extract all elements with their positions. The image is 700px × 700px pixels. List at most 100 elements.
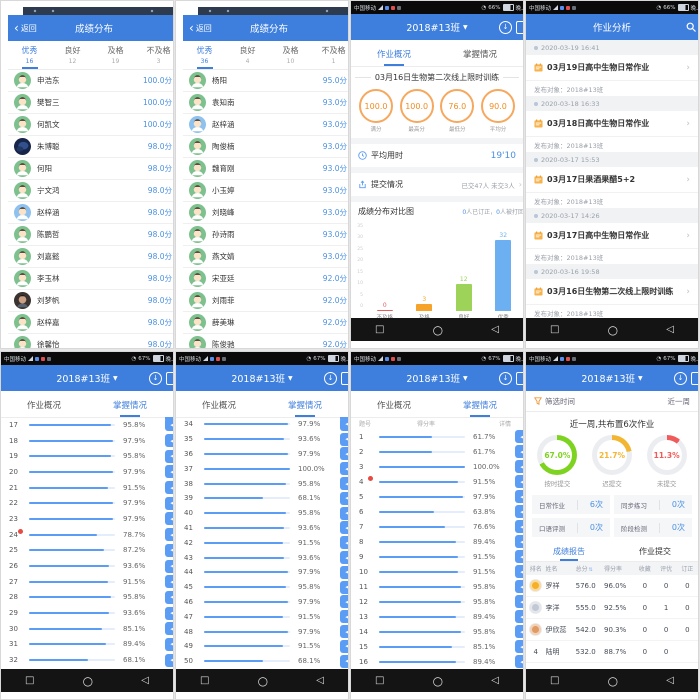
student-row[interactable]: 孙诗雨 93.0分 — [183, 224, 348, 246]
view-button[interactable]: ◂ — [515, 640, 523, 653]
tab-mastery[interactable]: 掌握情况 — [262, 391, 348, 417]
class-selector[interactable]: 2018#13班 ▼ — [581, 371, 642, 385]
recents-button[interactable]: □ — [550, 323, 560, 335]
question-row[interactable]: 12 95.8% ◂ — [351, 594, 523, 609]
student-row[interactable]: 刘梦帆 98.0分 — [8, 290, 173, 312]
home-button[interactable]: ○ — [607, 673, 619, 688]
student-row[interactable]: 申浩东 100.0分 — [8, 70, 173, 92]
homework-item[interactable]: 2020-03-16 19:58 03月16日生物第二次线上限时训练 › 发布对象：2… — [526, 264, 698, 318]
calendar-icon-clipped[interactable] — [516, 20, 523, 34]
student-row[interactable]: 陈鹏哲 98.0分 — [8, 224, 173, 246]
homework-card[interactable]: 03月18日高中生物日常作业 › — [526, 111, 698, 137]
view-button[interactable]: ◂ — [165, 512, 173, 526]
report-row[interactable]: 4 陆明 532.0 88.7% 0 0 — [526, 641, 698, 663]
view-button[interactable]: ◂ — [165, 559, 173, 573]
recents-button[interactable]: □ — [200, 674, 210, 686]
student-row[interactable]: 薛美琳 92.0分 — [183, 312, 348, 334]
home-button[interactable]: ○ — [432, 322, 444, 337]
tab-homework-submit[interactable]: 作业提交 — [639, 547, 671, 556]
student-row[interactable]: 刘嘉懿 98.0分 — [8, 246, 173, 268]
view-button[interactable]: ◂ — [165, 653, 173, 667]
view-button[interactable]: ◂ — [515, 625, 523, 638]
question-row[interactable]: 32 68.1% ◂ — [1, 652, 173, 668]
recents-button[interactable]: □ — [25, 674, 35, 686]
question-row[interactable]: 4 91.5% ◂ — [351, 474, 523, 489]
homework-card[interactable]: 03月19日高中生物日常作业 › — [526, 55, 698, 81]
back-nav-button[interactable]: ◁ — [491, 674, 499, 686]
grade-tab-良好[interactable]: 良好 12 — [51, 45, 94, 69]
student-row[interactable]: 燕文婧 93.0分 — [183, 246, 348, 268]
calendar-icon-clipped[interactable] — [516, 371, 523, 385]
question-row[interactable]: 24 78.7% ◂ — [1, 527, 173, 543]
back-nav-button[interactable]: ◁ — [316, 674, 324, 686]
view-button[interactable]: ◂ — [165, 496, 173, 510]
view-button[interactable]: ◂ — [340, 477, 348, 491]
student-row[interactable]: 袁知南 93.0分 — [183, 92, 348, 114]
grade-tab-良好[interactable]: 良好 4 — [226, 45, 269, 69]
view-button[interactable]: ◂ — [165, 606, 173, 620]
student-row[interactable]: 樊智三 100.0分 — [8, 92, 173, 114]
student-row[interactable]: 赵梓嘉 98.0分 — [8, 312, 173, 334]
question-row[interactable]: 40 95.8% ◂ — [176, 506, 348, 521]
view-button-clipped[interactable] — [340, 417, 348, 422]
calendar-icon-clipped[interactable] — [166, 371, 173, 385]
question-row[interactable]: 37 100.0% ◂ — [176, 461, 348, 476]
question-row[interactable]: 28 95.8% ◂ — [1, 590, 173, 606]
question-row[interactable]: 35 93.6% ◂ — [176, 432, 348, 447]
view-button[interactable]: ◂ — [515, 565, 523, 578]
view-button[interactable]: ◂ — [515, 430, 523, 443]
view-button[interactable]: ◂ — [515, 445, 523, 458]
view-button[interactable]: ◂ — [165, 449, 173, 463]
view-button[interactable]: ◂ — [165, 575, 173, 589]
question-row[interactable]: 16 89.4% ◂ — [351, 654, 523, 669]
view-button[interactable]: ◂ — [515, 595, 523, 608]
question-row[interactable]: 43 93.6% ◂ — [176, 550, 348, 565]
homework-card[interactable]: 03月16日生物第二次线上限时训练 › — [526, 279, 698, 305]
view-button[interactable]: ◂ — [165, 622, 173, 636]
question-row[interactable]: 45 95.8% ◂ — [176, 580, 348, 595]
question-row[interactable]: 13 89.4% ◂ — [351, 609, 523, 624]
homework-card[interactable]: 03月17日高中生物日常作业 › — [526, 223, 698, 249]
view-button[interactable]: ◂ — [165, 637, 173, 651]
tab-homework-overview[interactable]: 作业概况 — [351, 40, 437, 66]
stat-cell[interactable]: 日常作业 6次 — [532, 495, 610, 514]
back-nav-button[interactable]: ◁ — [666, 323, 674, 335]
view-button[interactable]: ◂ — [165, 481, 173, 495]
question-row[interactable]: 31 89.4% ◂ — [1, 637, 173, 653]
question-row[interactable]: 41 93.6% ◂ — [176, 521, 348, 536]
report-row[interactable]: 李洋 555.0 92.5% 0 1 0 — [526, 597, 698, 619]
view-button[interactable]: ◂ — [515, 490, 523, 503]
student-row[interactable]: 陶俊楠 93.0分 — [183, 136, 348, 158]
view-button[interactable]: ◂ — [515, 655, 523, 668]
view-button[interactable]: ◂ — [340, 417, 348, 431]
student-row[interactable]: 杨阳 95.0分 — [183, 70, 348, 92]
question-row[interactable]: 47 91.5% ◂ — [176, 609, 348, 624]
view-button[interactable]: ◂ — [515, 550, 523, 563]
submit-status-row[interactable]: 提交情况 已交47人 未交3人 › — [351, 173, 523, 196]
student-row[interactable]: 陈俊驰 92.0分 — [183, 334, 348, 348]
student-row[interactable]: 朱博聪 98.0分 — [8, 136, 173, 158]
student-row[interactable]: 宁文鸿 98.0分 — [8, 180, 173, 202]
question-row[interactable]: 1 61.7% ◂ — [351, 429, 523, 444]
question-row[interactable]: 46 97.9% ◂ — [176, 595, 348, 610]
calendar-icon-clipped[interactable] — [691, 371, 698, 385]
student-row[interactable]: 宋亚廷 92.0分 — [183, 268, 348, 290]
download-icon[interactable]: ↓ — [324, 371, 337, 385]
view-button[interactable]: ◂ — [340, 610, 348, 624]
tab-mastery[interactable]: 掌握情况 — [87, 391, 173, 417]
view-button[interactable]: ◂ — [340, 639, 348, 653]
question-row[interactable]: 30 85.1% ◂ — [1, 621, 173, 637]
question-row[interactable]: 5 97.9% ◂ — [351, 489, 523, 504]
back-nav-button[interactable]: ◁ — [491, 323, 499, 335]
search-icon[interactable] — [686, 22, 696, 35]
view-button[interactable]: ◂ — [340, 521, 348, 535]
view-button[interactable]: ◂ — [515, 580, 523, 593]
view-button[interactable]: ◂ — [515, 460, 523, 473]
question-row[interactable]: 39 68.1% ◂ — [176, 491, 348, 506]
student-row[interactable]: 赵梓涵 93.0分 — [183, 114, 348, 136]
homework-card[interactable]: 03月17日果酒果醋5+2 › — [526, 167, 698, 193]
recents-button[interactable]: □ — [550, 674, 560, 686]
view-button[interactable]: ◂ — [340, 536, 348, 550]
home-button[interactable]: ○ — [82, 673, 94, 688]
view-button[interactable]: ◂ — [340, 580, 348, 594]
